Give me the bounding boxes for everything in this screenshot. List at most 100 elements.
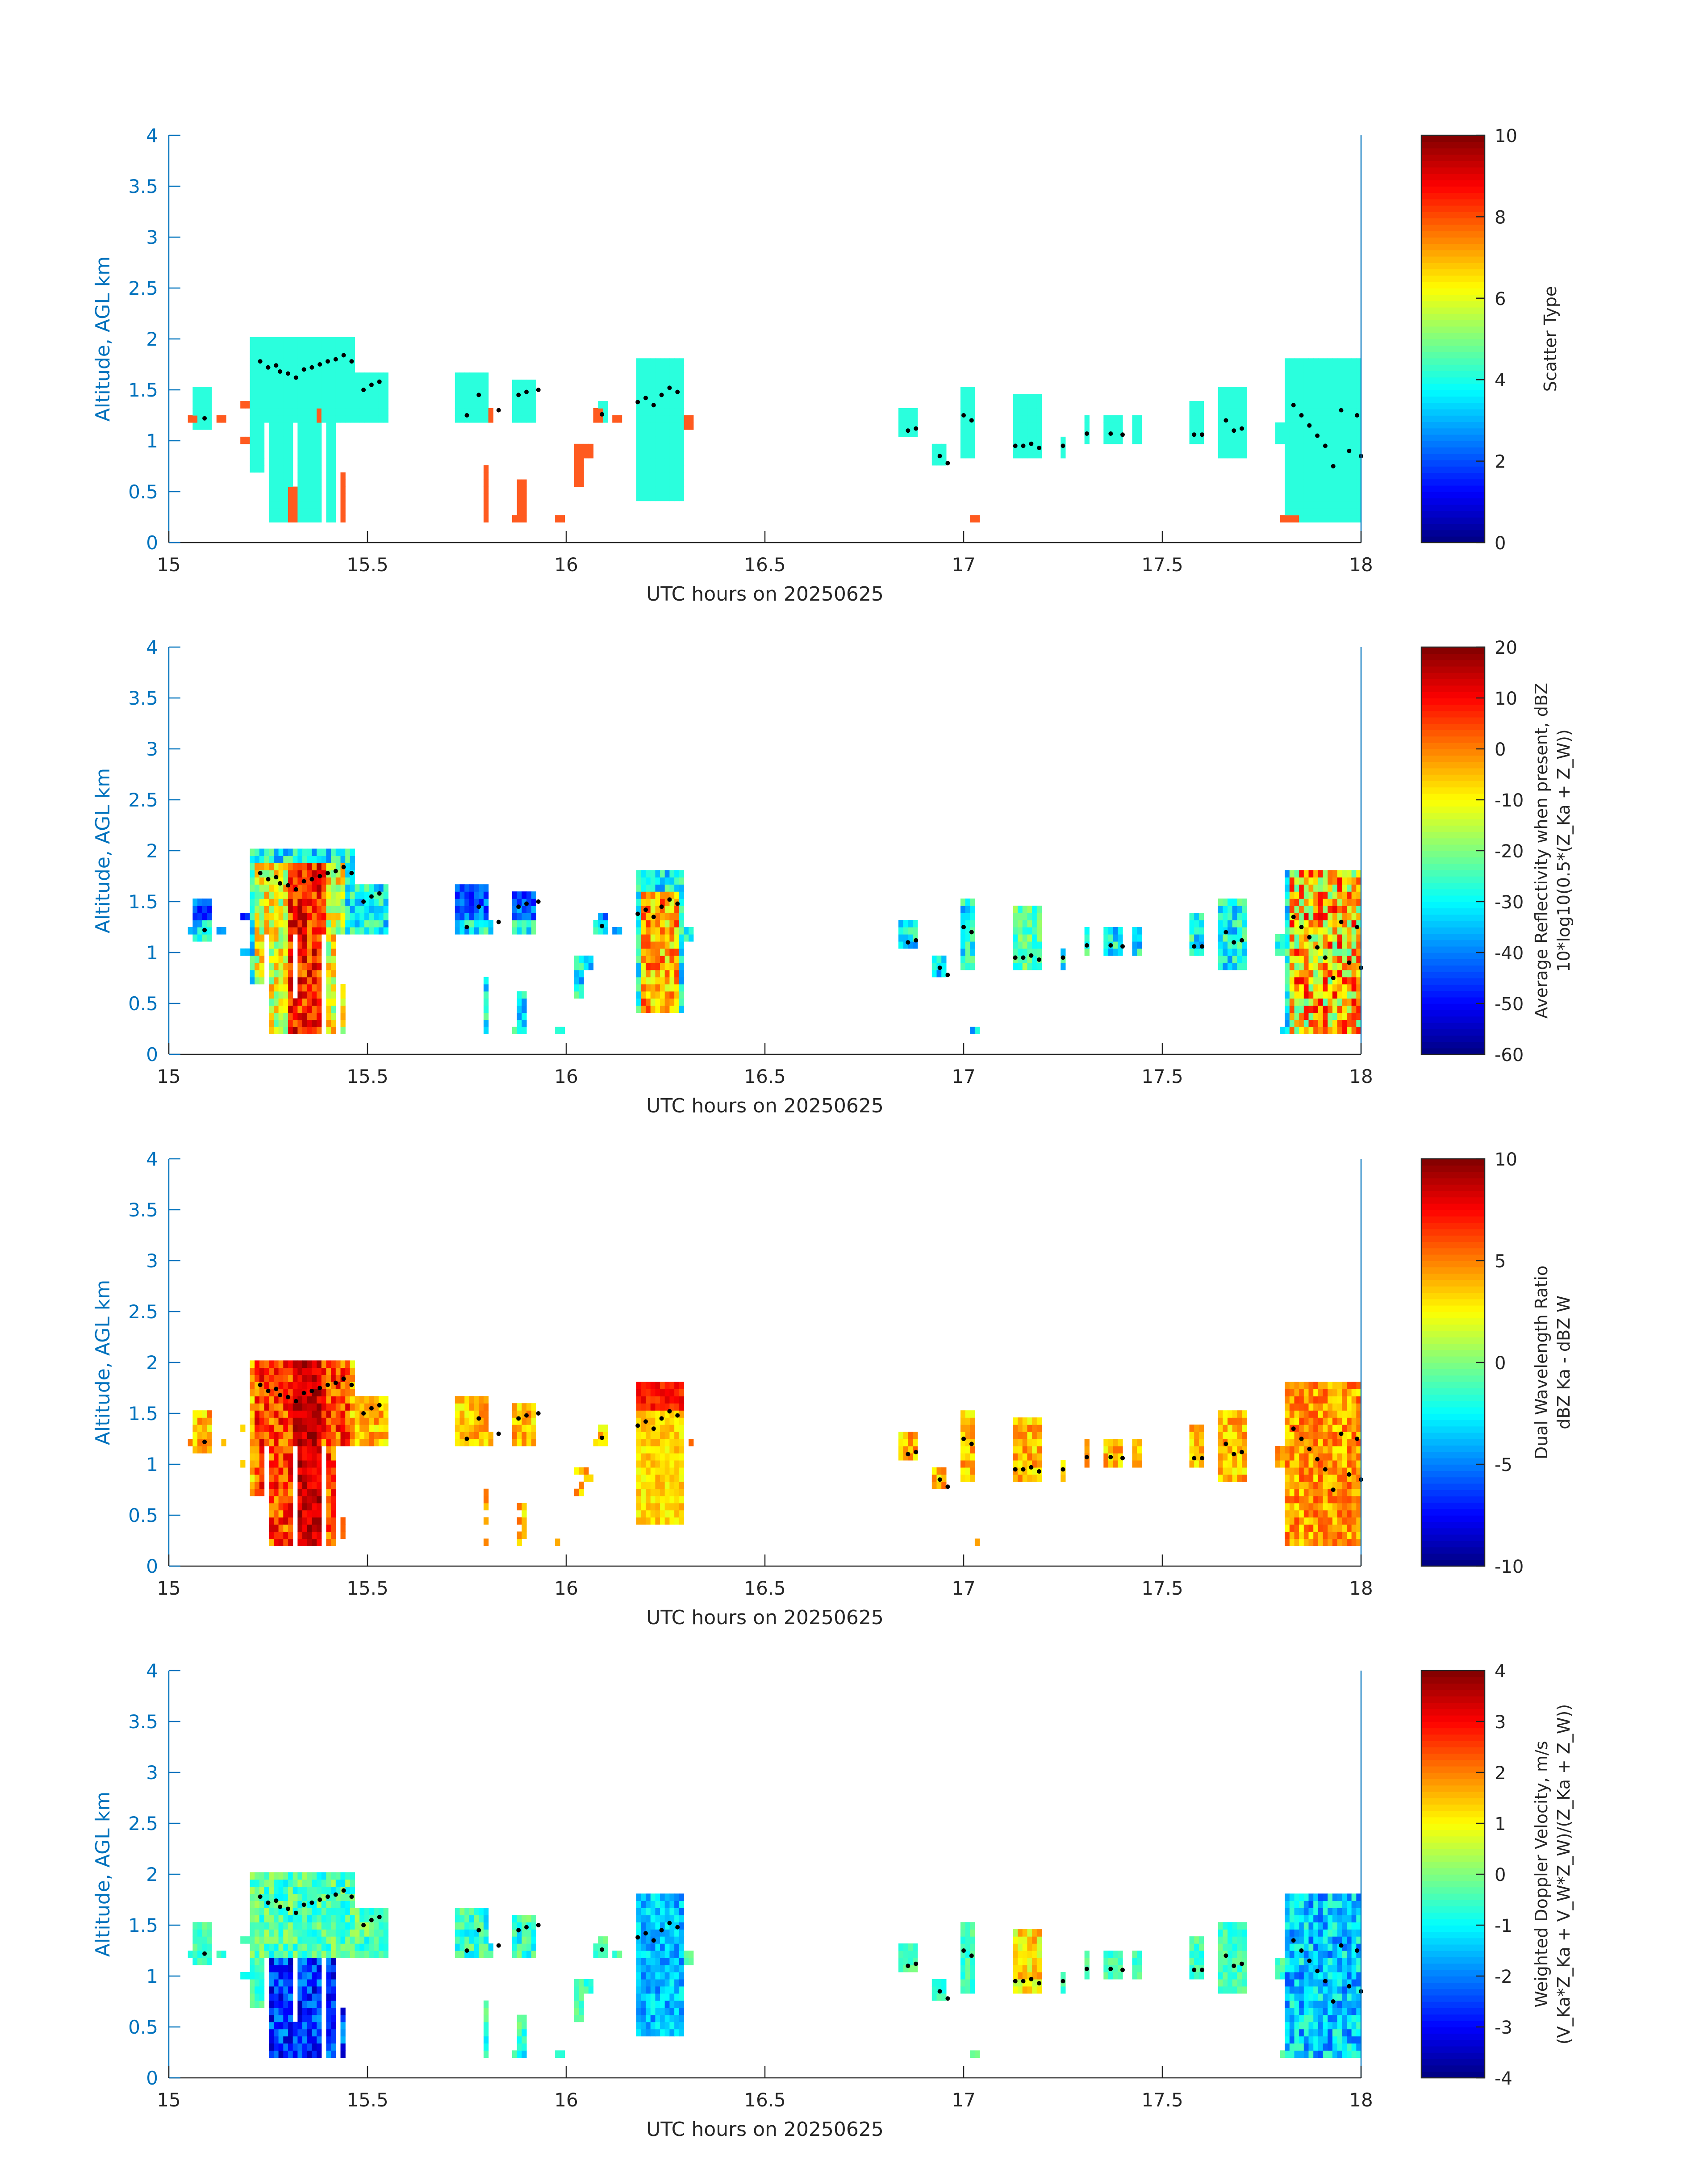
colorbar-tick-label: 20 [1495,638,1517,658]
heatmap-cell [278,443,284,451]
heatmap-cell [1342,372,1347,380]
heatmap-cell [1289,870,1295,877]
heatmap-cell [269,1467,274,1475]
heatmap-cell [331,1474,336,1482]
colorbar-swatch [1421,800,1485,807]
heatmap-cell [1289,1517,1295,1525]
heatmap-cell [660,870,665,877]
heatmap-cell [255,1951,260,1958]
heatmap-cell [355,927,360,935]
heatmap-cell [650,451,656,459]
heatmap-cell [1275,1446,1281,1454]
heatmap-cell [1280,436,1285,444]
heatmap-cell [641,969,646,978]
heatmap-cell [512,920,518,928]
heatmap-cell [255,344,260,351]
heatmap-cell [312,458,317,466]
heatmap-cell [326,1446,331,1454]
heatmap-cell [1313,472,1319,480]
heatmap-cell [646,906,651,913]
heatmap-cell [288,358,293,366]
heatmap-cell [1036,451,1042,459]
heatmap-cell [636,472,641,480]
heatmap-cell [674,380,680,387]
heatmap-cell [1228,401,1233,409]
heatmap-cell [369,1417,374,1425]
heatmap-cell [1113,934,1118,942]
heatmap-cell [326,1488,331,1496]
heatmap-cell [250,848,255,856]
heatmap-cell [317,1410,322,1418]
heatmap-cell [283,927,288,935]
heatmap-cell [269,941,274,949]
heatmap-cell [1337,358,1342,366]
heatmap-cell [1351,1396,1357,1404]
heatmap-cell [359,394,365,401]
heatmap-cell [655,1403,660,1411]
heatmap-cell [664,969,670,978]
heatmap-cell [1022,394,1027,401]
heatmap-cell [1342,1467,1347,1475]
heatmap-cell [250,955,255,963]
heatmap-cell [312,962,317,970]
heatmap-cell [288,984,293,992]
heatmap-cell [255,977,260,985]
heatmap-cell [345,898,351,906]
heatmap-cell [674,1460,680,1468]
heatmap-cell [1347,408,1352,416]
heatmap-cell [1223,401,1228,409]
heatmap-cell [250,934,255,942]
heatmap-cell [646,877,651,885]
cloud-base-marker [1291,915,1296,919]
heatmap-cell [288,465,293,473]
heatmap-cell [941,451,947,459]
heatmap-cell [317,1012,322,1020]
heatmap-cell [1308,906,1314,913]
heatmap-cell [307,1403,312,1411]
heatmap-cell [1132,436,1137,444]
heatmap-cell [317,351,322,359]
heatmap-cell [1332,1425,1338,1432]
heatmap-cell [617,415,622,423]
heatmap-cell [593,415,598,423]
heatmap-cell [1318,1396,1324,1404]
cloud-base-marker [600,1435,605,1440]
heatmap-cell [1032,1417,1037,1425]
heatmap-cell [1313,394,1319,401]
heatmap-cell [1313,415,1319,423]
heatmap-cell [512,515,518,522]
heatmap-cell [278,891,284,899]
heatmap-cell [1285,991,1290,999]
heatmap-cell [350,337,355,344]
heatmap-cell [1018,962,1023,970]
heatmap-cell [646,493,651,501]
heatmap-cell [269,927,274,935]
cloud-base-marker [675,901,680,906]
heatmap-cell [340,372,346,380]
heatmap-cell [1303,1389,1309,1396]
heatmap-cell [269,1510,274,1518]
heatmap-cell [288,351,293,359]
heatmap-cell [636,891,641,899]
heatmap-cell [636,941,641,949]
heatmap-cell [679,365,685,373]
heatmap-cell [1289,380,1295,387]
heatmap-cell [288,1503,293,1511]
heatmap-cell [326,429,331,437]
heatmap-cell [664,1439,670,1446]
heatmap-cell [1342,1474,1347,1482]
cloud-base-marker [274,363,279,368]
heatmap-cell [1347,1446,1352,1454]
heatmap-cell [669,436,675,444]
colorbar-swatch [1421,313,1485,321]
heatmap-cell [526,1425,532,1432]
heatmap-cell [255,1417,260,1425]
heatmap-cell [317,1524,322,1532]
colorbar-tick-label: 4 [1495,370,1506,391]
heatmap-cell [1218,415,1223,423]
heatmap-cell [345,1403,351,1411]
heatmap-cell [664,1005,670,1013]
heatmap-cell [255,337,260,344]
heatmap-cell [655,962,660,970]
heatmap-cell [1013,394,1018,401]
